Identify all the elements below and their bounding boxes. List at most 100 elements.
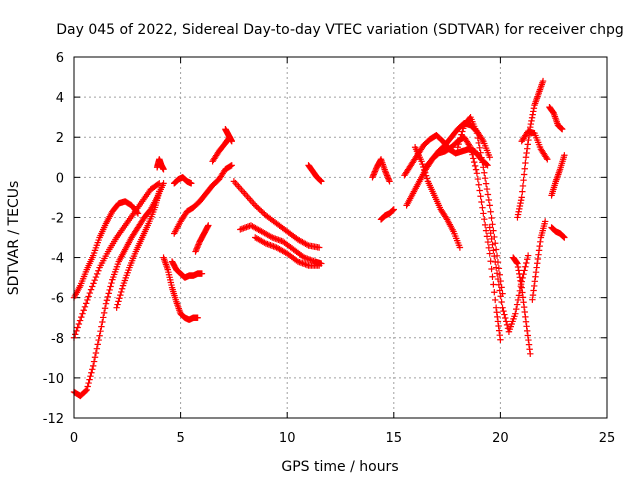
- data-point: [480, 164, 487, 171]
- data-point: [488, 214, 495, 222]
- data-point: [89, 366, 96, 373]
- y-tick-label: 6: [56, 51, 64, 66]
- data-point: [475, 139, 482, 147]
- data-point: [494, 313, 501, 321]
- data-point: [499, 304, 506, 311]
- data-point: [526, 346, 533, 353]
- data-point: [383, 170, 390, 178]
- data-point: [194, 242, 202, 250]
- data-point: [384, 173, 391, 181]
- data-point: [85, 379, 92, 387]
- data-point: [303, 241, 311, 248]
- data-point: [521, 308, 528, 316]
- data-point: [482, 227, 490, 234]
- data-point: [385, 176, 393, 184]
- data-point: [484, 191, 492, 198]
- y-tick-label: 4: [56, 91, 64, 106]
- data-point: [156, 188, 163, 195]
- data-point: [519, 289, 526, 296]
- data-point: [524, 327, 531, 335]
- data-point: [483, 161, 490, 168]
- data-point: [496, 271, 503, 278]
- data-point: [78, 313, 85, 321]
- data-point: [454, 144, 461, 151]
- data-point: [491, 252, 498, 260]
- data-point: [96, 332, 103, 339]
- x-tick-label: 10: [279, 431, 296, 446]
- data-point: [421, 169, 429, 176]
- data-point: [520, 299, 527, 306]
- series-arc-27: [514, 77, 547, 221]
- data-point: [498, 298, 505, 306]
- data-point: [194, 244, 201, 251]
- data-point: [516, 202, 524, 210]
- data-point: [390, 206, 397, 213]
- data-point: [315, 262, 323, 269]
- data-point: [86, 376, 93, 383]
- axis-ticks: 0 5 10 15 20 25 -12 -10 -8 -6 -4 -2 0 2 4 6: [43, 51, 616, 446]
- data-point: [369, 172, 377, 180]
- data-point: [92, 273, 100, 281]
- series-arc-6: [160, 254, 201, 323]
- data-point: [513, 259, 521, 266]
- data-point: [113, 304, 120, 311]
- data-point: [467, 144, 474, 151]
- data-point: [484, 162, 491, 169]
- data-point: [525, 136, 532, 144]
- series-arc-2: [70, 180, 163, 341]
- data-point: [90, 358, 98, 365]
- data-point: [468, 147, 475, 155]
- data-point: [458, 131, 465, 138]
- data-point: [522, 154, 530, 161]
- data-point: [535, 251, 542, 258]
- data-point: [492, 240, 499, 247]
- data-point: [205, 222, 212, 229]
- data-point: [487, 208, 494, 215]
- data-point: [114, 301, 121, 308]
- data-point: [491, 289, 498, 296]
- data-point: [486, 154, 493, 161]
- series-arc-24: [486, 224, 532, 335]
- data-point: [116, 295, 123, 302]
- data-point: [470, 155, 477, 162]
- x-tick-label: 25: [599, 431, 616, 446]
- data-point: [527, 350, 534, 358]
- data-point: [457, 134, 464, 141]
- data-point: [519, 188, 526, 195]
- data-point: [459, 128, 466, 135]
- data-point: [473, 170, 481, 177]
- data-point: [512, 310, 519, 317]
- data-point: [530, 108, 537, 115]
- data-point: [495, 327, 503, 334]
- data-point: [519, 182, 527, 190]
- data-point: [522, 263, 529, 270]
- data-point: [537, 238, 544, 245]
- data-point: [529, 111, 536, 118]
- y-tick-label: -12: [43, 412, 64, 427]
- series-arc-9: [171, 162, 235, 237]
- series-arc-15: [252, 234, 323, 269]
- data-point: [474, 134, 482, 142]
- y-tick-label: -6: [51, 292, 64, 307]
- series-arc-21: [411, 144, 464, 251]
- data-point: [102, 300, 110, 307]
- data-point: [515, 292, 523, 299]
- data-point: [544, 156, 551, 163]
- series-arc-10: [192, 222, 212, 255]
- y-tick-label: -10: [43, 372, 64, 387]
- data-point: [525, 336, 532, 344]
- series-arc-28: [529, 218, 549, 303]
- data-point: [561, 234, 568, 241]
- data-point: [87, 372, 94, 380]
- data-point: [383, 172, 391, 179]
- data-point: [95, 336, 102, 344]
- data-point: [259, 209, 267, 216]
- series-arc-5: [153, 156, 167, 173]
- data-point: [481, 169, 488, 176]
- data-point: [194, 314, 201, 321]
- data-point: [481, 215, 488, 223]
- data-point: [503, 321, 511, 329]
- data-point: [530, 105, 538, 112]
- data-point: [494, 318, 502, 325]
- series-arc-23: [454, 113, 506, 297]
